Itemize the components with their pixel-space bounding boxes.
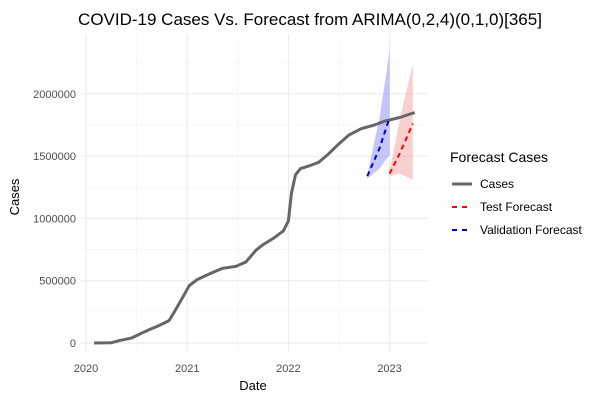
x-tick-label: 2020 (74, 363, 98, 375)
grid-major (82, 34, 428, 353)
validation-forecast-line (366, 117, 391, 177)
legend-title: Forecast Cases (450, 149, 548, 165)
validation-forecast-band (367, 51, 390, 179)
y-axis-ticks: 0 500000 1000000 1500000 2000000 (33, 89, 76, 350)
chart-title: COVID-19 Cases Vs. Forecast from ARIMA(0… (78, 10, 542, 29)
series-lines (94, 111, 416, 345)
y-tick-label: 500000 (39, 276, 76, 288)
legend-label-test-forecast: Test Forecast (480, 200, 553, 214)
grid-minor (82, 34, 428, 353)
forecast-bands (367, 51, 413, 180)
x-tick-label: 2021 (175, 363, 199, 375)
y-tick-label: 0 (70, 338, 76, 350)
legend-items: Cases Test Forecast Validation Forecast (452, 177, 582, 237)
y-axis-title: Cases (7, 178, 22, 215)
cases-line (94, 111, 416, 345)
test-forecast-band (389, 63, 413, 180)
x-tick-label: 2023 (377, 363, 401, 375)
legend-label-cases: Cases (480, 177, 514, 191)
y-tick-label: 1500000 (33, 151, 76, 163)
legend: Forecast Cases Cases Test Forecast Validat… (450, 149, 582, 237)
x-axis-title: Date (239, 378, 266, 393)
test-forecast-line (388, 123, 414, 175)
plot-panel (82, 34, 428, 353)
x-axis-ticks: 2020 2021 2022 2023 (74, 363, 402, 375)
y-tick-label: 2000000 (33, 89, 76, 101)
x-tick-label: 2022 (276, 363, 300, 375)
legend-label-validation-forecast: Validation Forecast (480, 223, 582, 237)
y-tick-label: 1000000 (33, 213, 76, 225)
